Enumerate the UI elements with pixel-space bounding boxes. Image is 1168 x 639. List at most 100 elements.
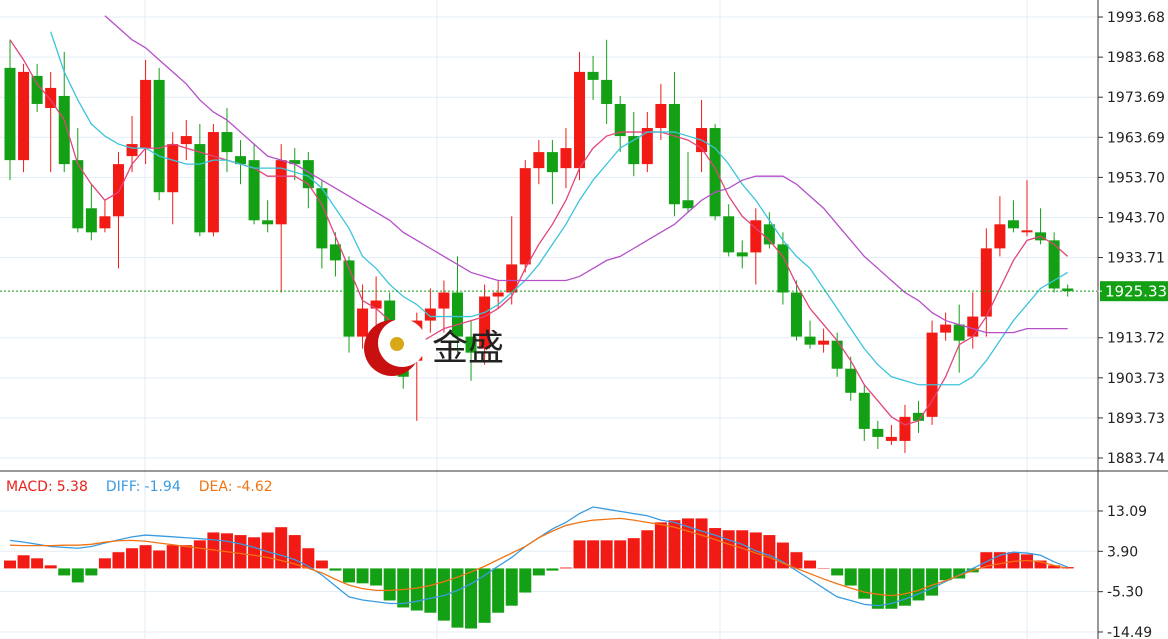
macd-bar <box>370 568 383 586</box>
moving-average-line <box>9 39 1069 426</box>
macd-bar <box>695 518 708 569</box>
candle-body <box>235 156 247 165</box>
macd-bar <box>98 558 111 569</box>
macd-bar <box>546 568 559 571</box>
candle-body <box>763 224 775 245</box>
candle-body <box>519 168 531 265</box>
candle-body <box>194 144 206 233</box>
candle-body <box>587 71 599 80</box>
macd-bar <box>315 560 328 569</box>
y-tick-label: 13.09 <box>1107 504 1147 520</box>
macd-pane <box>0 506 1097 633</box>
macd-bar <box>763 535 776 569</box>
candle-body <box>140 79 152 149</box>
macd-bar <box>234 535 247 569</box>
candle-body <box>370 300 382 309</box>
candle-body <box>438 292 450 309</box>
y-tick-label: 3.90 <box>1107 544 1138 560</box>
candle-body <box>546 152 558 173</box>
candle-body <box>262 220 274 225</box>
candle-body <box>777 244 789 293</box>
y-tick-label: 1893.73 <box>1107 411 1165 427</box>
macd-bar <box>559 567 572 569</box>
macd-bar <box>641 530 654 569</box>
candle-body <box>4 67 16 161</box>
candle-body <box>818 340 830 345</box>
y-tick-label: 1903.73 <box>1107 371 1165 387</box>
candle-body <box>343 260 355 337</box>
y-tick-label: 1993.68 <box>1107 10 1165 26</box>
macd-bar <box>600 540 613 569</box>
macd-bar <box>478 568 491 623</box>
macd-bar <box>898 568 911 606</box>
candle-body <box>872 428 884 437</box>
candle-body <box>112 164 124 217</box>
candle-body <box>99 216 111 229</box>
macd-bar <box>465 568 478 629</box>
macd-bar <box>58 568 71 576</box>
y-tick-label: 1953.70 <box>1107 170 1165 186</box>
candle-body <box>560 148 572 169</box>
macd-bar <box>505 568 518 606</box>
macd-bar <box>180 545 193 569</box>
macd-bar <box>831 568 844 576</box>
macd-bar <box>926 568 939 596</box>
macd-bar <box>193 540 206 569</box>
price-pane <box>0 15 1097 459</box>
macd-bar <box>587 540 600 569</box>
macd-bar <box>275 527 288 569</box>
macd-bar <box>722 530 735 569</box>
macd-bar <box>1007 552 1020 569</box>
candle-body <box>940 324 952 333</box>
macd-bar <box>302 548 315 569</box>
macd-bar <box>261 532 274 569</box>
macd-bar <box>736 530 749 569</box>
macd-bar <box>424 568 437 613</box>
macd-bar <box>627 538 640 569</box>
candle-body <box>723 216 735 253</box>
candle-body <box>994 224 1006 249</box>
candle-body <box>45 87 57 108</box>
candle-body <box>804 336 816 345</box>
moving-average-line <box>50 31 1069 386</box>
macd-bar <box>844 568 857 586</box>
candle-body <box>492 292 504 297</box>
candle-body <box>424 308 436 321</box>
candle-body <box>953 324 965 341</box>
candle-body <box>248 160 260 221</box>
candle-body <box>641 128 653 165</box>
candle-body <box>614 103 626 137</box>
candle-body <box>885 436 897 441</box>
macd-bar <box>153 550 166 569</box>
macd-bar <box>858 568 871 599</box>
macd-bar <box>654 522 667 569</box>
y-tick-label: 1883.74 <box>1107 451 1165 467</box>
candle-body <box>574 71 586 169</box>
macd-bar <box>790 552 803 569</box>
macd-bar <box>248 537 261 569</box>
macd-bar <box>139 545 152 569</box>
candle-body <box>655 103 667 129</box>
legend-value: 5.38 <box>57 479 88 495</box>
candle-body <box>967 316 979 337</box>
candle-body <box>899 416 911 441</box>
candle-body <box>207 132 219 233</box>
candle-body <box>221 132 233 153</box>
candle-body <box>126 144 138 157</box>
last-price-box <box>1100 281 1168 302</box>
macd-bar <box>573 540 586 569</box>
y-tick-label: 1933.71 <box>1107 251 1165 267</box>
macd-bar <box>437 568 450 621</box>
candle-body <box>709 128 721 217</box>
candle-body <box>275 160 287 225</box>
candle-body <box>913 412 925 421</box>
macd-bar <box>492 568 505 613</box>
candle-body <box>465 336 477 353</box>
macd-bar <box>397 568 410 608</box>
macd-bar <box>166 545 179 569</box>
candle-body <box>289 160 301 165</box>
candle-body <box>926 332 938 417</box>
macd-bar <box>31 558 44 569</box>
macd-bar <box>112 552 125 569</box>
macd-bar <box>885 568 898 609</box>
